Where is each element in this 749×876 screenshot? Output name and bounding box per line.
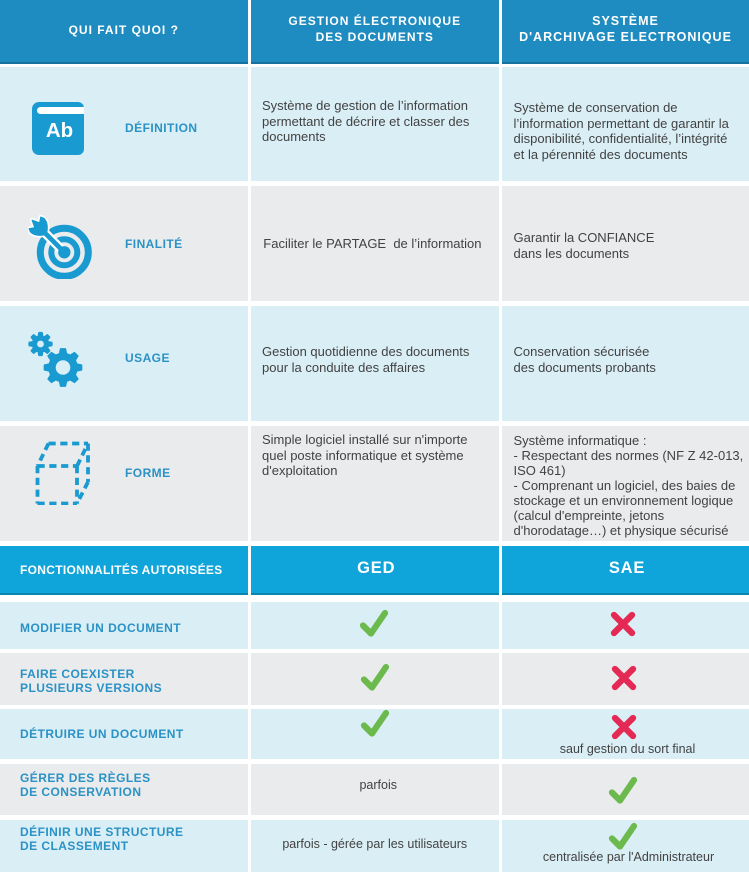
- svg-text:Ab: Ab: [45, 119, 72, 142]
